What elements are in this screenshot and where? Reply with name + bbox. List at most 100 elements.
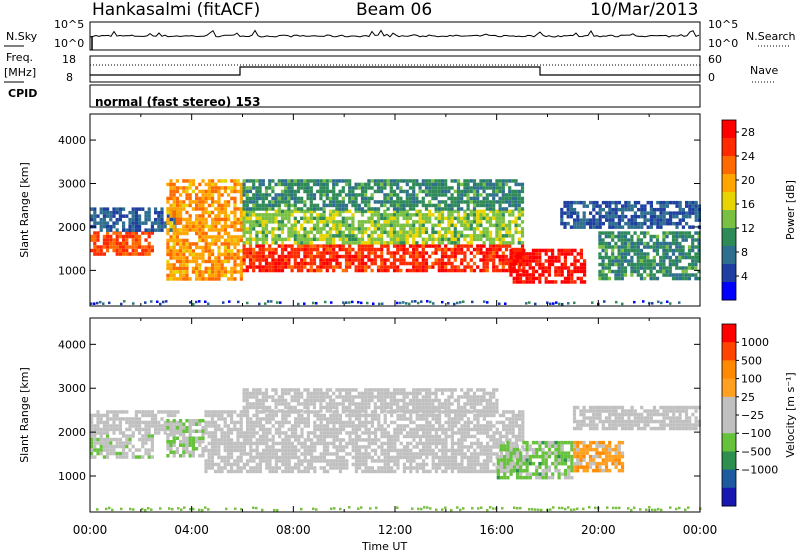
data-cell (290, 223, 294, 228)
data-cell (488, 230, 493, 235)
data-cell (268, 182, 272, 187)
data-cell (364, 220, 368, 224)
data-cell (223, 273, 227, 278)
data-cell (262, 438, 266, 442)
data-cell (639, 238, 644, 242)
data-cell (287, 455, 291, 460)
data-cell (453, 251, 457, 255)
data-cell (675, 225, 679, 229)
data-cell (296, 237, 301, 242)
data-cell (541, 269, 545, 274)
data-cell (655, 245, 660, 249)
data-cell (431, 413, 435, 418)
data-cell (207, 420, 211, 425)
ground-scatter-cell (189, 301, 192, 304)
data-cell (128, 224, 132, 229)
data-cell (160, 217, 164, 222)
data-cell (150, 224, 154, 229)
data-cell (131, 431, 135, 435)
data-cell (511, 213, 515, 217)
data-cell (470, 441, 474, 446)
data-cell (522, 273, 526, 277)
data-cell (460, 244, 464, 248)
data-cell (322, 182, 326, 187)
data-cell (576, 214, 580, 219)
data-cell (636, 262, 640, 267)
data-cell (173, 427, 177, 432)
data-cell (482, 268, 486, 273)
ground-scatter-cell (432, 302, 435, 305)
data-cell (287, 459, 291, 463)
data-cell (319, 186, 323, 190)
data-cell (335, 196, 339, 201)
data-cell (694, 276, 698, 281)
data-cell (441, 455, 445, 460)
data-cell (383, 413, 387, 418)
ground-scatter-cell (198, 300, 201, 303)
data-cell (342, 424, 346, 428)
data-cell (280, 213, 285, 217)
data-cell (115, 234, 119, 239)
data-cell (214, 235, 218, 239)
data-cell (392, 254, 397, 259)
data-cell (377, 469, 381, 474)
data-cell (681, 211, 685, 215)
data-cell (128, 441, 132, 445)
data-cell (290, 431, 294, 435)
data-cell (109, 234, 113, 239)
data-cell (236, 466, 240, 470)
data-cell (217, 469, 221, 474)
data-cell (332, 441, 336, 446)
ground-scatter-cell (342, 301, 345, 304)
data-cell (204, 266, 208, 271)
data-cell (204, 466, 208, 470)
data-cell (450, 213, 454, 217)
data-cell (509, 255, 513, 260)
data-cell (488, 179, 493, 183)
data-cell (469, 244, 473, 248)
data-cell (147, 228, 151, 232)
data-cell (319, 258, 323, 262)
data-cell (469, 196, 473, 201)
data-cell (623, 231, 628, 235)
data-cell (360, 265, 365, 269)
data-cell (604, 245, 608, 249)
data-cell (185, 217, 189, 222)
data-cell (102, 217, 106, 222)
data-cell (182, 422, 186, 426)
ground-scatter-cell (357, 300, 360, 304)
data-cell (338, 438, 342, 442)
data-cell (358, 417, 362, 421)
data-cell (457, 417, 461, 421)
data-cell (476, 193, 480, 197)
data-cell (450, 234, 454, 238)
data-cell (681, 248, 685, 253)
data-cell (277, 244, 281, 248)
data-cell (175, 252, 179, 257)
data-cell (498, 223, 502, 228)
data-cell (284, 200, 288, 204)
data-cell (109, 441, 113, 445)
data-cell (463, 220, 467, 224)
data-cell (463, 427, 467, 432)
data-cell (281, 420, 285, 425)
data-cell (210, 466, 214, 470)
data-cell (328, 234, 333, 238)
data-cell (233, 469, 237, 474)
data-cell (380, 441, 384, 446)
data-cell (303, 237, 307, 242)
data-cell (525, 259, 529, 263)
data-cell (636, 266, 640, 270)
data-cell (431, 438, 435, 442)
data-cell (364, 417, 368, 421)
data-cell (399, 247, 403, 252)
data-cell (479, 209, 483, 214)
data-cell (440, 254, 445, 259)
data-cell (185, 419, 189, 423)
ground-scatter-cell (414, 300, 417, 303)
data-cell (351, 230, 355, 235)
data-cell (128, 434, 132, 438)
data-cell (188, 242, 192, 246)
data-cell (470, 462, 474, 467)
data-cell (335, 445, 339, 449)
